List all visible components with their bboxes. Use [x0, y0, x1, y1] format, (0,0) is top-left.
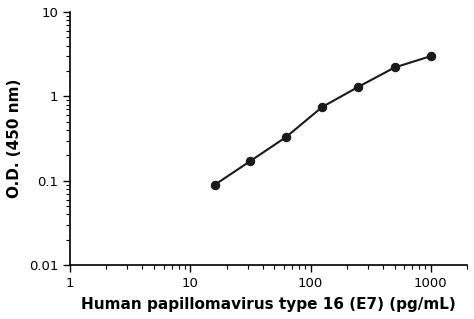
- Y-axis label: O.D. (450 nm): O.D. (450 nm): [7, 79, 22, 198]
- X-axis label: Human papillomavirus type 16 (E7) (pg/mL): Human papillomavirus type 16 (E7) (pg/mL…: [81, 297, 456, 312]
